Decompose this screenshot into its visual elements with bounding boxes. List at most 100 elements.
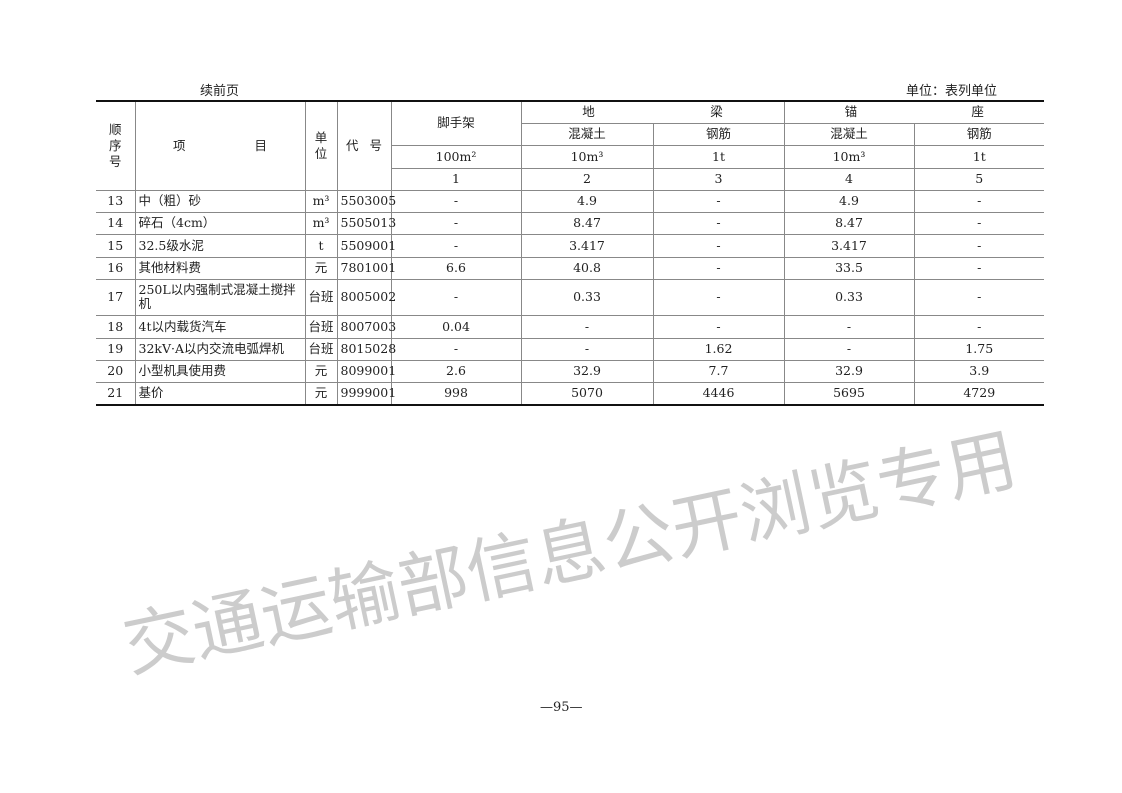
row-unit: t	[304, 233, 338, 258]
table-row: 20 小型机具使用费元 8099001 2.6 32.9 7.7 32.9 3.9	[96, 359, 1044, 383]
row-value: 3.9	[913, 359, 1044, 383]
row-seq: 15	[96, 233, 136, 258]
table-row: 21 基价元 9999001 998 5070 4446 5695 4729	[96, 381, 1044, 406]
table-row: 14 碎石（4cm） m³ 5505013-8.47-8.47-	[96, 211, 1044, 235]
row-value: 998	[390, 381, 522, 406]
row-unit: 元	[304, 359, 338, 383]
row-code: 8007003	[336, 314, 396, 339]
header-unit-cell: 10m³	[783, 144, 915, 169]
row-value: -	[652, 211, 785, 235]
header-unit-cell: 1t	[913, 144, 1044, 169]
row-value: -	[913, 278, 1044, 316]
table-row: 16 其他材料费元 7801001 6.6 40.8-33.5-	[96, 256, 1044, 280]
row-value: 8.47	[783, 211, 915, 235]
row-value: -	[913, 189, 1044, 213]
header-ground-beam: 地梁	[520, 100, 785, 124]
row-item: 32kV·A以内交流电弧焊机	[134, 337, 306, 361]
row-value: 0.33	[520, 278, 654, 316]
row-value: 2.6	[390, 359, 522, 383]
header-number: 4	[783, 167, 915, 191]
row-value: -	[913, 314, 1044, 339]
row-seq: 18	[96, 314, 136, 339]
row-value: -	[652, 189, 785, 213]
row-value: 33.5	[783, 256, 915, 280]
header-number: 2	[520, 167, 654, 191]
row-seq: 13	[96, 189, 136, 213]
header-number: 5	[913, 167, 1044, 191]
header-concrete: 混凝土	[783, 122, 915, 146]
row-value: -	[913, 233, 1044, 258]
row-value: -	[783, 314, 915, 339]
header-unit-cell: 100m²	[391, 144, 522, 169]
row-value: 0.04	[390, 314, 522, 339]
page-number: —95—	[540, 700, 583, 715]
row-unit: m³	[304, 211, 338, 235]
row-value: -	[652, 314, 785, 339]
row-value: 3.417	[520, 233, 654, 258]
row-item: 小型机具使用费	[134, 359, 306, 383]
row-value: -	[390, 211, 522, 235]
row-code: 8099001	[336, 359, 396, 383]
row-unit: 元	[304, 381, 338, 406]
row-seq: 21	[96, 381, 136, 406]
header-number: 3	[652, 167, 785, 191]
row-value: -	[520, 337, 654, 361]
row-value: -	[520, 314, 654, 339]
row-unit: 元	[304, 256, 338, 280]
table-row: 18 4t以内载货汽车 台班 8007003 0.04- - - -	[96, 314, 1044, 339]
header-unit: 单位	[304, 100, 338, 191]
row-seq: 14	[96, 211, 136, 235]
unit-note: 单位：表列单位	[906, 84, 998, 99]
row-seq: 16	[96, 256, 136, 280]
row-value: 4446	[652, 381, 785, 406]
table-row: 15 32.5级水泥 t 5509001-3.417-3.417-	[96, 233, 1044, 258]
row-unit: 台班	[304, 278, 338, 316]
row-seq: 20	[96, 359, 136, 383]
row-item: 4t以内载货汽车	[134, 314, 306, 339]
header-unit-cell: 1t	[652, 144, 785, 169]
row-seq: 17	[96, 278, 136, 316]
row-value: -	[652, 256, 785, 280]
row-value: -	[390, 233, 522, 258]
row-value: -	[390, 278, 522, 316]
row-code: 7801001	[336, 256, 396, 280]
row-value: 8.47	[520, 211, 654, 235]
row-value: 4.9	[783, 189, 915, 213]
row-value: 5695	[783, 381, 915, 406]
row-item: 基价	[134, 381, 306, 406]
row-value: 6.6	[390, 256, 522, 280]
row-value: 4729	[913, 381, 1044, 406]
header-concrete: 混凝土	[521, 122, 654, 146]
row-value: -	[390, 189, 522, 213]
row-code: 5505013	[336, 211, 396, 235]
row-item: 32.5级水泥	[134, 233, 306, 258]
row-unit: 台班	[304, 337, 338, 361]
row-value: 32.9	[783, 359, 915, 383]
row-value: 4.9	[520, 189, 654, 213]
header-unit-cell: 10m³	[520, 144, 654, 169]
row-value: -	[390, 337, 522, 361]
row-value: 32.9	[520, 359, 654, 383]
row-value: -	[652, 278, 785, 316]
header-number: 1	[391, 167, 522, 191]
header-seq: 顺序号	[96, 100, 136, 191]
row-value: 1.62	[652, 337, 785, 361]
row-code: 5509001	[336, 233, 396, 258]
table-row: 19 32kV·A以内交流电弧焊机 台班 8015028- -1.62-1.75	[96, 337, 1044, 361]
header-item: 项目	[134, 100, 306, 191]
row-code: 8005002	[336, 278, 396, 316]
row-value: 3.417	[783, 233, 915, 258]
watermark: 交通运输部信息公开浏览专用	[116, 418, 1024, 688]
header-rebar: 钢筋	[652, 122, 785, 146]
header-scaffold: 脚手架	[390, 100, 522, 146]
row-value: -	[913, 211, 1044, 235]
row-unit: 台班	[304, 314, 338, 339]
row-item: 中（粗）砂	[134, 189, 306, 213]
table-row: 17 250L以内强制式混凝土搅拌机 台班 8005002-0.33-0.33-	[96, 278, 1044, 316]
row-code: 5503005	[336, 189, 396, 213]
row-value: -	[783, 337, 915, 361]
row-item: 250L以内强制式混凝土搅拌机	[134, 278, 306, 316]
row-code: 8015028	[336, 337, 396, 361]
row-value: 0.33	[783, 278, 915, 316]
header-rebar: 钢筋	[913, 122, 1044, 146]
